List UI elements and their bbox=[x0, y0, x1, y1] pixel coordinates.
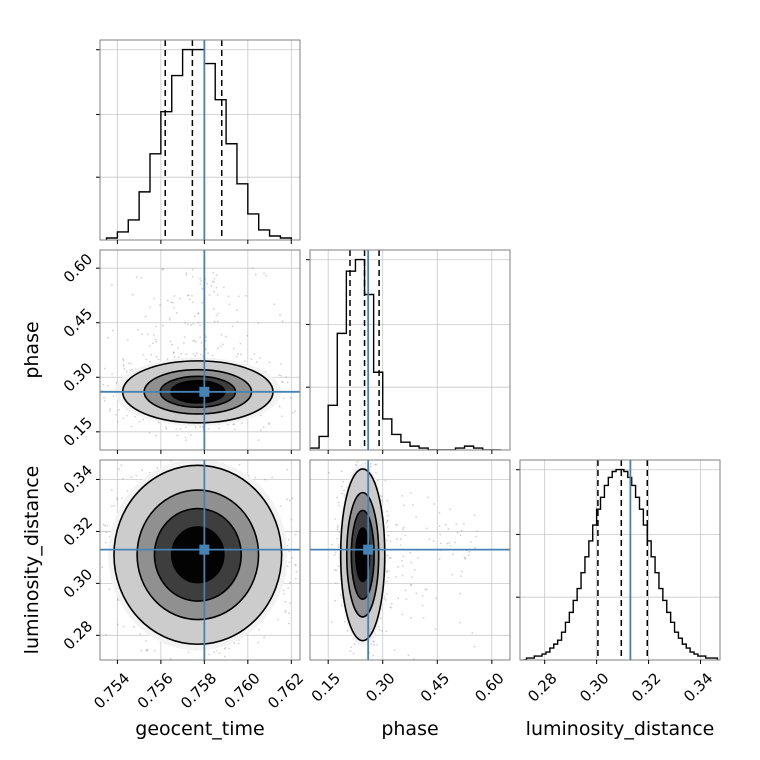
xtick-label-luminosity_distance: 0.32 bbox=[628, 669, 664, 705]
contour-line bbox=[171, 526, 225, 584]
histogram-luminosity_distance bbox=[522, 468, 719, 660]
ytick-label-phase: 0.60 bbox=[60, 250, 96, 286]
panel-geocent_time-phase: 0.15 0.30 0.45 0.60 bbox=[60, 249, 301, 454]
panel-frame bbox=[309, 249, 511, 451]
contour-line bbox=[345, 491, 380, 618]
panel-luminosity_distance-luminosity_distance: 0.28 0.30 0.32 0.34 bbox=[516, 459, 721, 706]
xtick-label-phase: 0.15 bbox=[308, 669, 344, 705]
xtick-label-phase: 0.30 bbox=[362, 669, 398, 705]
xtick-label-luminosity_distance: 0.34 bbox=[680, 669, 716, 705]
truth-marker bbox=[199, 544, 210, 555]
histogram-geocent_time bbox=[105, 48, 293, 240]
ytick-label-phase: 0.45 bbox=[60, 305, 96, 341]
contour-line bbox=[350, 509, 375, 601]
yaxis-label-phase: phase bbox=[21, 321, 43, 378]
panel-frame bbox=[519, 459, 721, 661]
ytick-label-phase: 0.30 bbox=[60, 359, 96, 395]
density-fill bbox=[355, 528, 370, 582]
panel-geocent_time-luminosity_distance: 0.28 0.30 0.32 0.34 0.754 0.756 0.758 0.760 0.76… bbox=[60, 459, 307, 712]
panel-frame bbox=[309, 459, 511, 661]
panel-frame bbox=[99, 459, 301, 661]
contour-line bbox=[339, 468, 386, 642]
panel-phase-luminosity_distance: 0.15 0.30 0.45 0.60 bbox=[308, 459, 511, 706]
panel-frame bbox=[99, 39, 301, 241]
density-fill bbox=[171, 527, 224, 583]
contour-line bbox=[153, 507, 242, 602]
contour-line bbox=[136, 489, 260, 621]
contour-line bbox=[355, 527, 371, 583]
ytick-label-luminosity_distance: 0.30 bbox=[60, 565, 96, 601]
truth-marker bbox=[363, 544, 374, 555]
ytick-label-luminosity_distance: 0.34 bbox=[60, 461, 96, 497]
panel-frame bbox=[99, 249, 301, 451]
xtick-label-geocent_time: 0.758 bbox=[177, 669, 220, 712]
ytick-label-phase: 0.15 bbox=[60, 414, 96, 450]
xtick-label-geocent_time: 0.756 bbox=[134, 669, 177, 712]
xaxis-label-luminosity_distance: luminosity_distance bbox=[526, 718, 715, 740]
ytick-label-luminosity_distance: 0.28 bbox=[60, 617, 96, 653]
xtick-label-geocent_time: 0.754 bbox=[90, 669, 133, 712]
xtick-label-phase: 0.60 bbox=[471, 669, 507, 705]
truth-marker bbox=[199, 386, 210, 397]
contour-line bbox=[113, 464, 283, 646]
xtick-label-phase: 0.45 bbox=[417, 669, 453, 705]
ytick-label-luminosity_distance: 0.32 bbox=[60, 513, 96, 549]
xaxis-label-geocent_time: geocent_time bbox=[135, 718, 264, 740]
xtick-label-geocent_time: 0.762 bbox=[264, 669, 307, 712]
xtick-label-luminosity_distance: 0.30 bbox=[576, 669, 612, 705]
histogram-phase bbox=[310, 258, 501, 450]
panel-geocent_time-geocent_time bbox=[96, 39, 301, 244]
xaxis-label-phase: phase bbox=[381, 718, 438, 740]
panel-phase-phase bbox=[306, 249, 511, 454]
xtick-label-luminosity_distance: 0.28 bbox=[524, 669, 560, 705]
yaxis-label-luminosity_distance: luminosity_distance bbox=[21, 466, 43, 655]
xtick-label-geocent_time: 0.760 bbox=[221, 669, 264, 712]
